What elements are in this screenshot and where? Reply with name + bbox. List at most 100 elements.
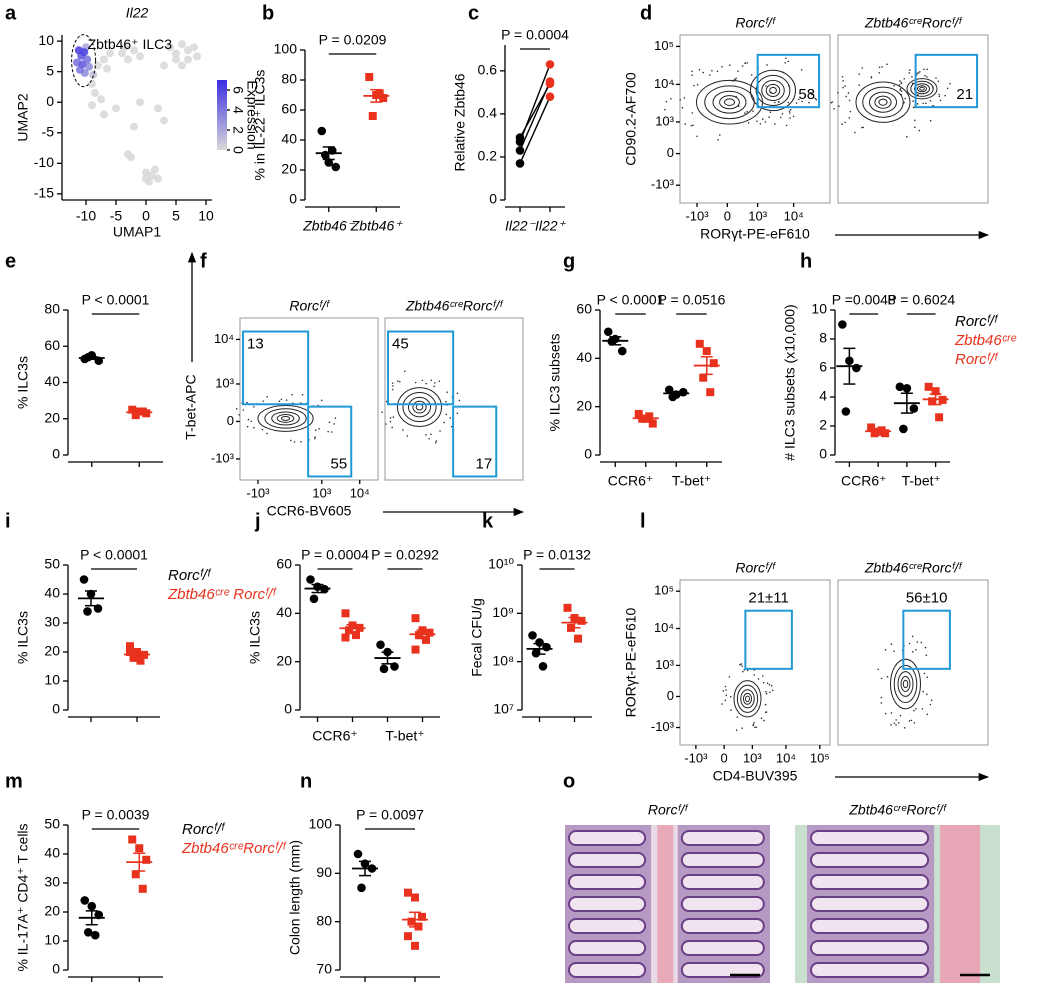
- event-dot: [735, 77, 737, 79]
- cluster-outline: [71, 34, 97, 88]
- gate: [744, 609, 793, 670]
- event-dot: [750, 74, 753, 76]
- y-tick-label: 0: [46, 93, 54, 109]
- event-dot: [924, 646, 927, 649]
- p-value: P < 0.0001: [597, 292, 665, 308]
- umap-point: [78, 60, 87, 69]
- data-point: [870, 429, 879, 438]
- y-tick-label: 30: [44, 874, 60, 890]
- y-tick-label: -10³: [651, 177, 675, 192]
- event-dot: [911, 635, 914, 638]
- crypt: [680, 962, 765, 978]
- event-dot: [725, 689, 727, 691]
- event-dot: [430, 433, 432, 436]
- event-dot: [456, 412, 459, 415]
- crypt: [680, 940, 765, 956]
- p-value: P = 0.0516: [658, 292, 726, 308]
- event-dot: [893, 722, 896, 724]
- data-point: [83, 928, 93, 937]
- contour: [402, 392, 437, 423]
- event-dot: [925, 654, 928, 657]
- event-dot: [808, 101, 810, 104]
- event-dot: [266, 396, 269, 398]
- y-axis-label: % IL-17A⁺ CD4⁺ T cells: [15, 823, 31, 971]
- event-dot: [752, 724, 754, 727]
- event-dot: [691, 70, 693, 73]
- umap-point: [127, 153, 135, 162]
- umap-point: [85, 62, 93, 71]
- data-point: [931, 387, 940, 396]
- data-point: [695, 339, 704, 348]
- event-dot: [778, 100, 780, 103]
- panel-label: i: [5, 510, 11, 532]
- legend: Rorcᶠ/ᶠ Zbtb46ᶜʳᵉRorcᶠ/ᶠ: [182, 820, 342, 858]
- event-dot: [838, 105, 840, 107]
- event-dot: [815, 98, 818, 101]
- event-dot: [318, 428, 320, 430]
- y-tick-label: 0: [227, 413, 234, 428]
- event-dot: [456, 392, 459, 395]
- data-point: [341, 633, 350, 642]
- gate: [242, 330, 310, 406]
- event-dot: [717, 139, 719, 141]
- y-tick-label: 8: [819, 330, 827, 346]
- event-dot: [253, 426, 255, 429]
- event-dot: [445, 413, 448, 416]
- event-dot: [811, 93, 813, 96]
- data-point: [331, 162, 341, 172]
- y-tick-label: 10: [38, 32, 54, 48]
- gate: [902, 609, 951, 670]
- crypt: [810, 940, 930, 956]
- legend-entry: Zbtb46ᶜʳᵉ Rorcᶠ/ᶠ: [168, 586, 276, 603]
- umap-point: [178, 40, 186, 49]
- y-axis-label: % ILC3s: [15, 356, 31, 409]
- event-dot: [913, 722, 916, 724]
- flow-title: Rorcᶠ/ᶠ: [735, 15, 776, 31]
- event-dot: [406, 435, 409, 437]
- umap-point: [148, 171, 156, 180]
- gate-percent: 13: [247, 336, 264, 353]
- event-dot: [916, 103, 919, 105]
- event-dot: [884, 712, 887, 715]
- event-dot: [414, 381, 417, 384]
- p-value: P = 0.0292: [371, 547, 439, 563]
- event-dot: [698, 68, 701, 71]
- event-dot: [944, 94, 946, 97]
- event-dot: [847, 92, 850, 94]
- pair-line: [519, 81, 551, 151]
- x-tick-label: T-bet⁺: [672, 473, 711, 489]
- colorbar: [217, 80, 227, 150]
- event-dot: [878, 66, 881, 69]
- event-dot: [672, 83, 675, 86]
- y-tick-label: 80: [281, 71, 297, 87]
- event-dot: [755, 726, 758, 728]
- event-dot: [285, 399, 288, 401]
- event-dot: [886, 63, 888, 66]
- event-dot: [735, 95, 737, 98]
- x-tick-label: 10³: [743, 750, 762, 765]
- event-dot: [446, 391, 448, 393]
- y-tick-label: 0: [667, 145, 674, 160]
- event-dot: [449, 417, 452, 419]
- event-dot: [929, 703, 932, 706]
- y-tick-label: 20: [276, 652, 292, 668]
- y-tick-label: 6: [819, 359, 827, 375]
- event-dot: [235, 407, 238, 410]
- data-point: [867, 423, 876, 432]
- y-tick-label: 60: [281, 101, 297, 117]
- event-dot: [737, 105, 740, 108]
- data-point: [411, 941, 419, 950]
- data-point: [379, 664, 389, 674]
- contour: [765, 83, 781, 97]
- event-dot: [880, 677, 883, 680]
- event-dot: [428, 437, 430, 440]
- y-tick-label: 10³: [655, 657, 674, 672]
- event-dot: [665, 100, 668, 103]
- event-dot: [744, 112, 746, 114]
- y-tick-label: 0: [819, 446, 827, 462]
- legend-entry: Zbtb46ᶜʳᵉ Rorcᶠ/ᶠ: [955, 332, 1017, 368]
- data-point: [899, 424, 908, 434]
- data-point: [617, 346, 627, 356]
- data-point: [515, 159, 525, 168]
